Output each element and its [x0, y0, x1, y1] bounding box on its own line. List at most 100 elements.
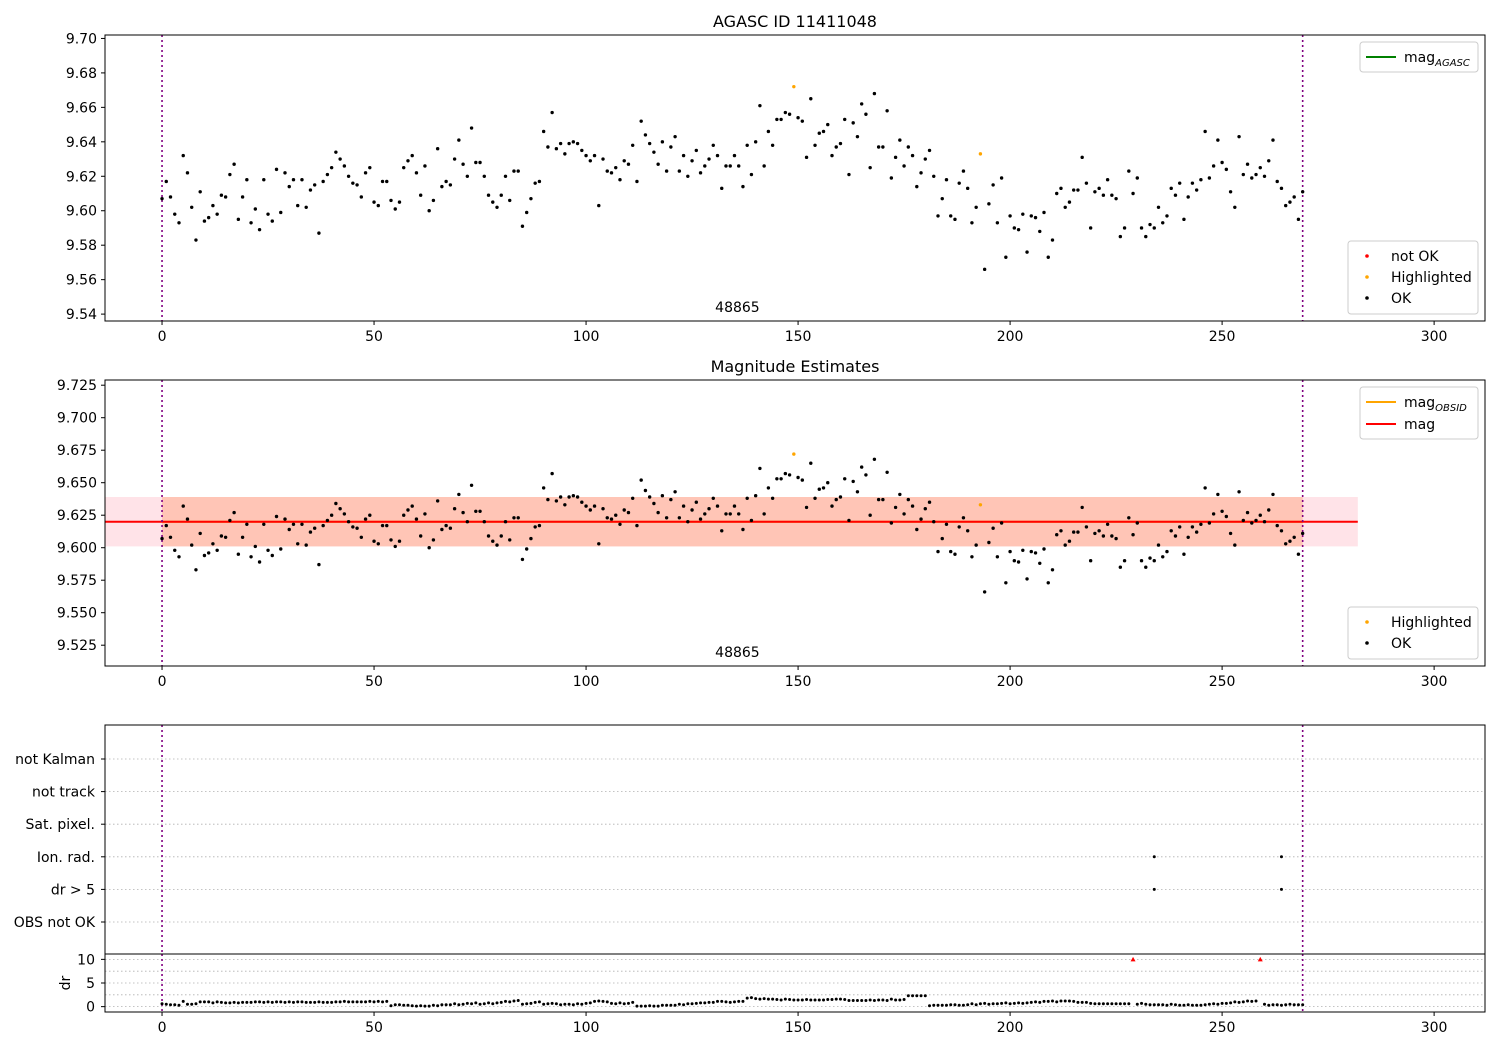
ok-point	[575, 495, 580, 499]
ok-point	[1012, 559, 1017, 563]
ok-point	[435, 147, 440, 151]
x-tick-label: 100	[573, 1020, 600, 1036]
ok-point	[291, 522, 296, 526]
ok-point	[864, 473, 868, 477]
ok-point	[1224, 514, 1229, 519]
x-tick-label: 50	[365, 1020, 383, 1036]
dr-point	[936, 1003, 940, 1007]
ok-point	[800, 478, 805, 482]
dr-point	[1165, 1003, 1169, 1007]
dr-point	[1263, 1002, 1267, 1006]
ok-point	[524, 547, 529, 551]
dr-point	[894, 998, 898, 1002]
ok-point	[796, 475, 800, 480]
ok-point	[677, 516, 682, 520]
ok-point	[868, 513, 872, 517]
ok-point	[397, 539, 402, 543]
ok-point	[732, 504, 737, 508]
dr-point	[236, 1001, 240, 1005]
ok-point	[999, 521, 1004, 525]
ok-point	[202, 553, 207, 558]
ok-point	[1088, 559, 1093, 563]
ok-point	[1042, 547, 1046, 551]
ok-point	[1080, 155, 1084, 160]
ok-point	[1122, 559, 1127, 563]
ok-point	[720, 186, 724, 191]
ok-point	[898, 492, 902, 497]
dr-point	[737, 999, 741, 1003]
ok-point	[1177, 181, 1182, 185]
ok-point	[1199, 178, 1203, 182]
dr-point	[1301, 1003, 1305, 1007]
ok-point	[927, 500, 932, 504]
ok-point	[580, 148, 584, 153]
dr-point	[542, 1002, 546, 1006]
ok-point	[1165, 549, 1169, 554]
ok-point	[372, 539, 376, 543]
dr-point	[487, 1001, 491, 1005]
ok-point	[283, 171, 287, 175]
dr-point	[198, 1000, 202, 1004]
dr-point	[885, 998, 889, 1002]
ok-point	[588, 159, 593, 163]
ok-point	[999, 176, 1004, 180]
ok-point	[1088, 226, 1093, 230]
dr-point	[745, 996, 749, 1000]
flag-point	[1152, 887, 1156, 891]
dr-point	[491, 1002, 495, 1006]
ok-point	[435, 499, 440, 503]
ok-point	[363, 517, 368, 521]
ok-point	[783, 471, 788, 476]
dr-point	[775, 998, 779, 1002]
dr-capped-point	[1257, 956, 1263, 962]
ok-point	[965, 529, 970, 533]
ok-point	[737, 164, 741, 168]
dr-point	[648, 1004, 652, 1008]
dr-point	[974, 1003, 978, 1007]
dr-point	[1178, 1003, 1182, 1007]
chart-title: AGASC ID 11411048	[713, 12, 877, 31]
ok-point	[1173, 193, 1178, 197]
ok-point	[1279, 186, 1284, 191]
dr-point	[580, 1002, 584, 1006]
dr-point	[656, 1004, 660, 1008]
ok-point	[308, 530, 313, 534]
dr-point	[881, 998, 885, 1002]
dr-point	[525, 1002, 529, 1006]
ok-point	[766, 129, 771, 134]
dr-point	[622, 1002, 626, 1006]
y-tick-label: 9.550	[57, 606, 97, 622]
ok-point	[830, 504, 834, 508]
dr-point	[393, 1003, 397, 1007]
ok-point	[749, 518, 754, 523]
ok-point	[949, 549, 953, 554]
dr-point	[796, 998, 800, 1002]
ok-point	[724, 512, 728, 516]
dr-point	[741, 999, 745, 1003]
ok-point	[1228, 531, 1233, 536]
dr-point	[381, 1000, 385, 1004]
dr-point	[275, 1000, 279, 1004]
dr-point	[249, 1000, 253, 1004]
dr-point	[287, 1000, 291, 1004]
dr-point	[1046, 999, 1050, 1003]
ok-point	[219, 193, 224, 197]
ok-point	[855, 490, 860, 494]
ok-point	[503, 174, 508, 178]
dr-point	[567, 1002, 571, 1006]
ok-point	[1199, 522, 1203, 526]
ok-point	[826, 122, 830, 127]
ok-point	[334, 150, 338, 154]
legend-label: Highlighted	[1391, 270, 1472, 286]
ok-point	[283, 517, 287, 521]
dr-point	[245, 1000, 249, 1004]
ok-point	[631, 496, 635, 500]
dr-point	[1008, 1002, 1012, 1006]
dr-point	[699, 1001, 703, 1005]
flag-category-label: OBS not OK	[14, 915, 96, 931]
ok-point	[228, 172, 232, 177]
ok-point	[1127, 169, 1131, 173]
ok-point	[567, 495, 571, 499]
dr-point	[843, 998, 847, 1002]
ok-point	[402, 165, 406, 170]
